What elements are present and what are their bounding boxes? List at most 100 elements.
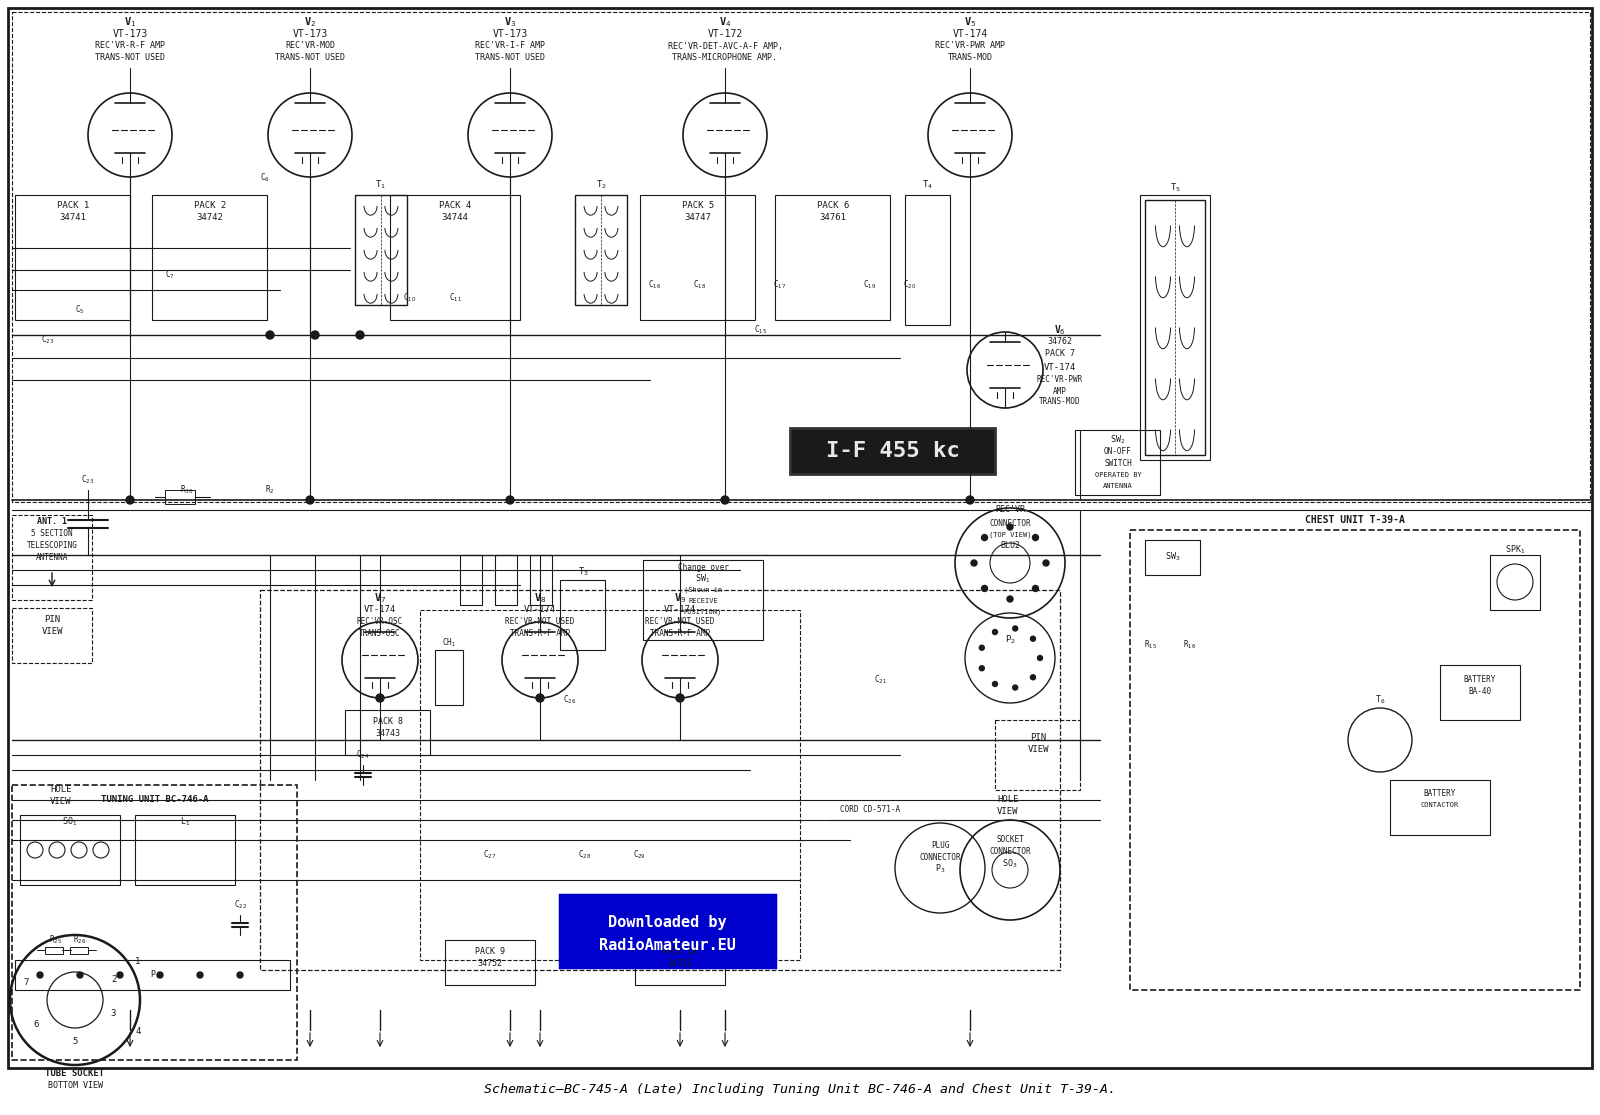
Text: V$_8$: V$_8$ — [534, 591, 546, 605]
Text: C$_{29}$: C$_{29}$ — [634, 849, 646, 861]
Text: 34744: 34744 — [442, 213, 469, 222]
Text: ANTENNA: ANTENNA — [1102, 483, 1133, 489]
Text: 5 SECTION: 5 SECTION — [30, 530, 74, 539]
Text: Schematic—BC-745-A (Late) Including Tuning Unit BC-746-A and Chest Unit T-39-A.: Schematic—BC-745-A (Late) Including Tuni… — [483, 1084, 1117, 1096]
Bar — [13, 12, 1590, 502]
Text: RadioAmateur.EU: RadioAmateur.EU — [598, 938, 736, 952]
Text: VT-174: VT-174 — [952, 29, 987, 39]
Text: C$_{28}$: C$_{28}$ — [579, 849, 592, 861]
Text: (Shown in: (Shown in — [683, 586, 722, 593]
Bar — [643, 560, 763, 640]
Text: TUBE SOCKET: TUBE SOCKET — [45, 1068, 104, 1077]
Text: 34762: 34762 — [1048, 338, 1072, 347]
Text: VT-173: VT-173 — [293, 29, 328, 39]
Bar — [635, 940, 725, 985]
Text: VT-173: VT-173 — [112, 29, 147, 39]
Circle shape — [355, 331, 365, 339]
Bar — [560, 895, 774, 967]
Circle shape — [981, 534, 987, 541]
Bar — [1130, 530, 1581, 990]
Text: C$_{23}$: C$_{23}$ — [82, 474, 94, 486]
Text: ON-OFF: ON-OFF — [1104, 447, 1131, 456]
Circle shape — [992, 630, 997, 634]
Text: Change over: Change over — [677, 563, 728, 572]
Text: HOLE: HOLE — [50, 785, 72, 795]
Text: V$_3$: V$_3$ — [504, 16, 517, 29]
Bar — [1146, 540, 1200, 575]
Circle shape — [722, 496, 730, 504]
Text: V$_9$: V$_9$ — [674, 591, 686, 605]
Circle shape — [979, 666, 984, 671]
Text: SW$_2$: SW$_2$ — [1110, 434, 1126, 446]
Text: TRANS-R-F AMP: TRANS-R-F AMP — [650, 629, 710, 638]
Text: C$_6$: C$_6$ — [261, 172, 270, 184]
Text: 2: 2 — [110, 975, 117, 983]
Bar — [70, 947, 88, 953]
Bar — [14, 960, 290, 990]
Circle shape — [675, 694, 685, 702]
Bar — [774, 195, 890, 320]
Text: PACK 9: PACK 9 — [475, 948, 506, 957]
Text: PIN: PIN — [43, 615, 61, 624]
Text: TRANS-NOT USED: TRANS-NOT USED — [94, 52, 165, 61]
Text: VIEW: VIEW — [997, 807, 1019, 816]
Circle shape — [506, 496, 514, 504]
Text: 7: 7 — [24, 978, 29, 987]
Text: REC'VR-PWR AMP: REC'VR-PWR AMP — [934, 41, 1005, 50]
Circle shape — [310, 331, 318, 339]
Text: TUNING UNIT BC-746-A: TUNING UNIT BC-746-A — [101, 795, 208, 805]
Text: P$_1$: P$_1$ — [150, 969, 160, 981]
Text: 34742: 34742 — [197, 213, 224, 222]
Text: R$_{30}$: R$_{30}$ — [181, 484, 194, 496]
Bar — [906, 195, 950, 324]
Bar — [1139, 195, 1210, 460]
Text: C$_{27}$: C$_{27}$ — [483, 849, 496, 861]
Text: PACK 7: PACK 7 — [1045, 349, 1075, 359]
Text: TRANS-R-F AMP: TRANS-R-F AMP — [510, 629, 570, 638]
Text: C$_{17}$: C$_{17}$ — [773, 279, 787, 291]
Circle shape — [966, 496, 974, 504]
Text: TRANS-MICROPHONE AMP.: TRANS-MICROPHONE AMP. — [672, 52, 778, 61]
Text: P$_2$: P$_2$ — [1005, 633, 1016, 647]
Text: REC'VR-NOT USED: REC'VR-NOT USED — [645, 618, 715, 627]
Text: ANT. 1: ANT. 1 — [37, 517, 67, 526]
Circle shape — [1030, 675, 1035, 680]
Circle shape — [971, 560, 978, 566]
Text: AMP: AMP — [1053, 387, 1067, 396]
Bar — [790, 428, 995, 474]
Circle shape — [1043, 560, 1050, 566]
Bar — [419, 610, 800, 960]
Text: V$_7$: V$_7$ — [374, 591, 386, 605]
Text: CORD CD-571-A: CORD CD-571-A — [840, 805, 901, 814]
Bar — [461, 555, 482, 605]
Bar — [152, 195, 267, 320]
Circle shape — [306, 496, 314, 504]
Text: SOCKET: SOCKET — [997, 835, 1024, 844]
Text: CONNECTOR: CONNECTOR — [989, 847, 1030, 856]
Text: 3: 3 — [110, 1009, 117, 1018]
Circle shape — [1030, 637, 1035, 641]
Text: C$_{26}$: C$_{26}$ — [563, 694, 576, 706]
Text: (TOP VIEW): (TOP VIEW) — [989, 532, 1032, 539]
Text: C$_{11}$: C$_{11}$ — [448, 292, 461, 304]
Bar — [165, 489, 195, 504]
Text: 34747: 34747 — [685, 213, 712, 222]
Text: PACK 2: PACK 2 — [194, 201, 226, 210]
Bar — [1075, 430, 1160, 495]
Text: R$_{16}$: R$_{16}$ — [1184, 639, 1197, 651]
Text: REC'VR-I-F AMP: REC'VR-I-F AMP — [475, 41, 546, 50]
Text: VT-174: VT-174 — [363, 605, 397, 614]
Text: TRANS-MOD: TRANS-MOD — [1038, 398, 1082, 407]
Text: CONTACTOR: CONTACTOR — [1421, 802, 1459, 808]
Bar — [134, 815, 235, 885]
Text: R$_{2}$: R$_{2}$ — [266, 484, 275, 496]
Text: PACK 4: PACK 4 — [438, 201, 470, 210]
Text: CONNECTOR: CONNECTOR — [989, 518, 1030, 527]
Circle shape — [1006, 597, 1013, 602]
Text: VIEW: VIEW — [50, 797, 72, 806]
Text: C$_{10}$: C$_{10}$ — [403, 292, 416, 304]
Text: TRANS-NOT USED: TRANS-NOT USED — [475, 52, 546, 61]
Bar — [1440, 665, 1520, 720]
Circle shape — [1013, 685, 1018, 690]
Text: ANTENNA: ANTENNA — [35, 553, 69, 562]
